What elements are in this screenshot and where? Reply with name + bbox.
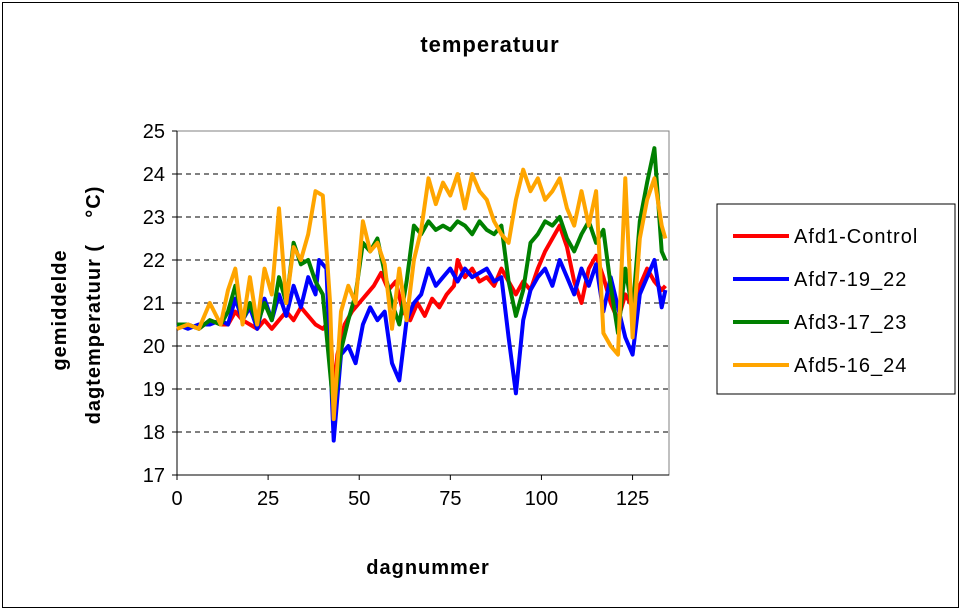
y-axis-label-line1: gemiddelde <box>49 249 71 370</box>
x-axis-label: dagnummer <box>366 557 489 579</box>
series-line-1 <box>176 223 667 396</box>
y-axis-label-line2: dagtemperatuur ( °C) <box>83 186 105 425</box>
series-line-4 <box>176 167 668 422</box>
x-tick-label: 100 <box>525 488 558 510</box>
legend-items: Afd1-Control Afd7-19_22 Afd3-17_23 Afd5-16_… <box>733 226 918 377</box>
y-tick-label: 24 <box>143 164 165 186</box>
y-tick-label: 20 <box>143 336 165 358</box>
y-tick-label: 22 <box>143 250 165 272</box>
y-tick-label: 21 <box>143 293 165 315</box>
x-tick-label: 75 <box>439 488 461 510</box>
y-tick-label: 19 <box>143 379 165 401</box>
x-tick-label: 125 <box>616 488 649 510</box>
legend-label-2: Afd7-19_22 <box>794 269 907 291</box>
legend-label-4: Afd5-16_24 <box>794 355 907 377</box>
y-tick-label: 17 <box>143 465 165 487</box>
series-lines <box>176 146 668 443</box>
x-tick-label: 25 <box>257 488 279 510</box>
legend-label-3: Afd3-17_23 <box>794 312 907 334</box>
x-tick-label: 0 <box>171 488 182 510</box>
y-tick-label: 18 <box>143 422 165 444</box>
legend-label-1: Afd1-Control <box>794 226 918 248</box>
y-tick-label: 25 <box>143 121 165 143</box>
x-tick-label: 50 <box>348 488 370 510</box>
chart-title: temperatuur <box>420 32 559 57</box>
axes: 17 18 19 20 21 22 23 24 25 0 25 50 75 100 125 <box>143 121 669 510</box>
y-tick-label: 23 <box>143 207 165 229</box>
